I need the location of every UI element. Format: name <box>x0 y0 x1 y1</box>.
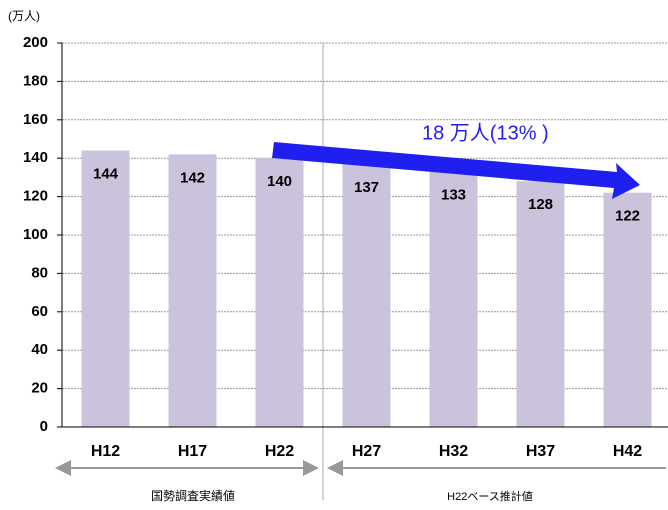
y-tick-label: 160 <box>23 111 48 128</box>
x-tick-label: H17 <box>178 443 207 460</box>
y-tick-label: 100 <box>23 226 48 243</box>
y-tick-label: 40 <box>31 341 48 358</box>
group-label: H22ベース推計値 <box>447 489 533 503</box>
y-tick-label: 0 <box>40 418 48 435</box>
unit-label: (万人) <box>8 9 40 23</box>
x-tick-label: H12 <box>91 443 120 460</box>
y-tick-label: 80 <box>31 264 48 281</box>
x-tick-label: H42 <box>613 443 642 460</box>
x-tick-label: H22 <box>265 443 294 460</box>
y-tick-label: 20 <box>31 380 48 397</box>
y-tick-label: 180 <box>23 72 48 89</box>
value-label: 144 <box>93 165 119 182</box>
value-label: 128 <box>528 196 553 213</box>
bar <box>168 154 217 428</box>
y-tick-label: 60 <box>31 303 48 320</box>
x-tick-label: H32 <box>439 443 468 460</box>
y-tick-label: 200 <box>23 34 48 51</box>
value-label: 133 <box>441 187 466 204</box>
value-label: 137 <box>354 179 379 196</box>
value-label: 142 <box>180 169 205 186</box>
bar <box>603 192 652 427</box>
bar <box>342 163 391 427</box>
x-tick-label: H27 <box>352 443 381 460</box>
value-label: 122 <box>615 208 640 225</box>
bar <box>429 171 478 427</box>
y-tick-label: 140 <box>23 149 48 166</box>
bar <box>516 181 565 427</box>
trend-arrow <box>272 142 640 199</box>
annotation: 18 万人(13% ) <box>422 121 549 144</box>
group-label: 国勢調査実績値 <box>151 488 235 503</box>
value-label: 140 <box>267 173 292 190</box>
y-tick-label: 120 <box>23 188 48 205</box>
bar <box>81 150 130 427</box>
bar <box>255 158 304 427</box>
x-tick-label: H37 <box>526 443 555 460</box>
